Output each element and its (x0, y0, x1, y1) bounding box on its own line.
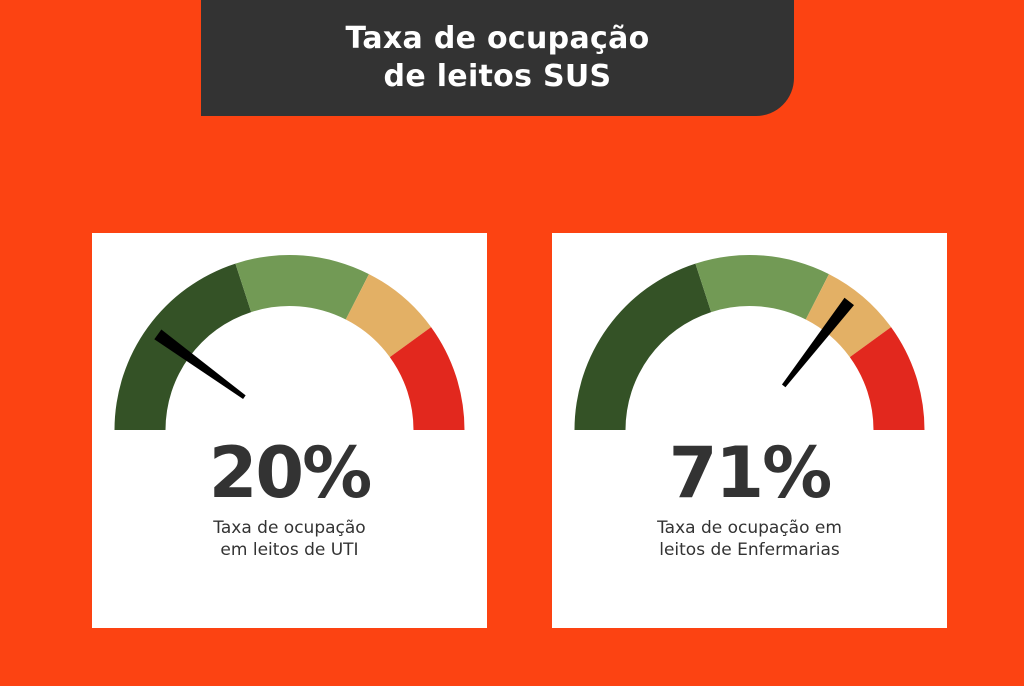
page-title: Taxa de ocupação de leitos SUS (201, 0, 794, 116)
gauge-card-uti: 20% Taxa de ocupação em leitos de UTI (92, 233, 487, 628)
gauge-uti (114, 255, 465, 430)
gauge-value-uti: 20% (208, 432, 373, 514)
gauge-segment-3 (389, 327, 465, 430)
gauge-segment-0 (574, 263, 712, 430)
gauge-caption-uti: Taxa de ocupação em leitos de UTI (92, 517, 487, 561)
caption-line-1: Taxa de ocupação (213, 518, 366, 538)
caption-line-1: Taxa de ocupação em (657, 518, 842, 538)
gauge-segment-1 (695, 255, 829, 320)
gauge-needle (154, 329, 246, 399)
gauge-enfermarias (574, 255, 925, 430)
gauge-segment-3 (849, 327, 925, 430)
gauge-caption-enfermarias: Taxa de ocupação em leitos de Enfermaria… (552, 517, 947, 561)
gauge-segment-2 (805, 274, 892, 358)
gauge-segment-2 (345, 274, 432, 358)
caption-line-2: em leitos de UTI (220, 540, 359, 560)
gauge-segment-1 (235, 255, 369, 320)
title-line-1: Taxa de ocupação (345, 21, 650, 56)
caption-line-2: leitos de Enfermarias (659, 540, 840, 560)
title-line-2: de leitos SUS (383, 59, 612, 94)
gauge-value-enfermarias: 71% (668, 432, 833, 514)
gauge-needle (781, 297, 854, 388)
gauge-card-enfermarias: 71% Taxa de ocupação em leitos de Enferm… (552, 233, 947, 628)
